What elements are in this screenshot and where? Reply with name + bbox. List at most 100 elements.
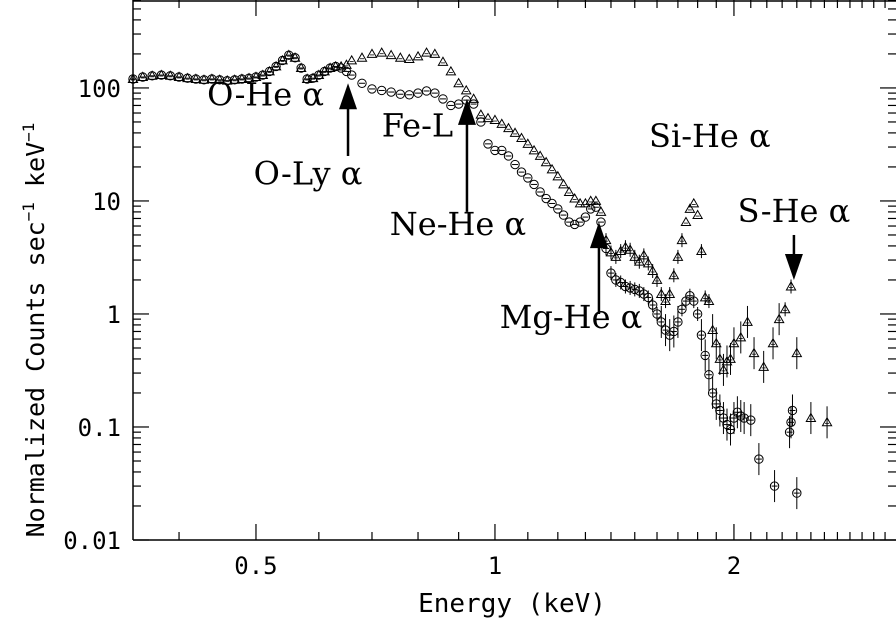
triangle-point [651,272,663,287]
triangle-marker [642,257,654,268]
circle-point [647,298,658,313]
circle-point [704,358,714,391]
triangle-marker [725,353,736,363]
triangle-marker [155,69,167,80]
triangle-point [346,54,358,65]
arrow-head [339,83,358,110]
triangle-point [198,74,210,84]
circle-marker [696,330,707,340]
triangle-marker [346,54,358,65]
circle-marker [647,300,658,310]
triangle-marker [569,192,581,203]
triangle-point [692,209,704,220]
circle-point [729,402,739,435]
triangle-point [585,195,597,205]
triangle-point [563,186,575,196]
line-annotation: O-Ly α [254,154,363,192]
triangle-point [206,73,218,83]
circle-marker [704,370,714,380]
triangle-point [250,71,262,81]
triangle-marker [680,216,692,227]
triangle-point [540,156,552,167]
triangle-point [728,327,740,360]
circle-marker [715,405,725,416]
triangle-point [394,52,406,62]
triangle-marker [127,73,139,83]
circle-point [715,394,725,427]
triangle-point [412,50,424,61]
circle-marker [754,454,764,464]
circle-marker [547,198,557,209]
triangle-point [595,206,607,216]
triangle-point [624,242,636,257]
triangle-marker [552,170,564,181]
triangle-marker [264,65,275,76]
triangle-point [707,314,719,347]
triangle-marker [540,156,552,167]
triangle-marker [528,144,540,155]
circle-point [580,212,591,222]
triangle-marker [721,355,733,366]
triangle-marker [137,71,149,81]
triangle-marker [366,48,378,58]
triangle-point [509,127,521,137]
circle-marker [564,217,574,227]
triangle-marker [182,72,194,83]
triangle-point [642,256,654,271]
y-axis-label-unit-sup: −1 [19,123,38,142]
triangle-point [301,73,313,83]
triangle-marker [453,77,465,88]
triangle-marker [482,112,494,123]
circle-marker [541,193,551,204]
triangle-point [748,337,760,370]
triangle-marker [558,178,569,189]
triangle-point [558,178,569,189]
triangle-marker [437,56,449,66]
y-tick-label: 1 [107,301,121,329]
triangle-marker [289,52,301,62]
circle-point [547,198,557,209]
triangle-marker [742,316,753,326]
triangle-point [785,279,797,294]
circle-marker [535,187,545,197]
triangle-marker [728,337,740,348]
triangle-marker [277,54,288,65]
triangle-marker [590,195,602,205]
x-tick-label: 1 [488,552,502,580]
circle-point [591,202,601,212]
triangle-point [289,52,301,62]
triangle-point [468,93,480,103]
line-annotation: O-He α [207,75,324,113]
triangle-marker [221,75,233,85]
circle-marker [677,304,687,314]
triangle-point [805,402,817,435]
circle-marker [787,405,798,416]
circle-point [523,173,533,183]
circle-marker [553,204,563,214]
triangle-point [214,74,226,84]
circle-point [725,413,736,446]
circle-point [689,294,699,309]
triangle-marker [250,71,262,81]
circle-point [596,217,606,227]
circle-marker [591,202,601,212]
circle-point [510,159,520,170]
triangle-point [277,54,288,65]
triangle-point [482,112,494,123]
triangle-marker [468,93,480,103]
triangle-marker [546,163,558,174]
triangle-marker [522,138,534,148]
circle-point [585,204,596,214]
triangle-marker [629,251,641,261]
circle-point [660,314,671,347]
triangle-point [725,342,736,375]
triangle-point [295,62,307,72]
circle-point [696,319,707,352]
circle-point [739,402,749,435]
circle-point [529,179,539,190]
triangle-marker [283,49,295,60]
triangle-point [633,254,645,269]
arrow-head [589,222,608,249]
triangle-marker [767,337,779,348]
triangle-point [182,72,194,83]
